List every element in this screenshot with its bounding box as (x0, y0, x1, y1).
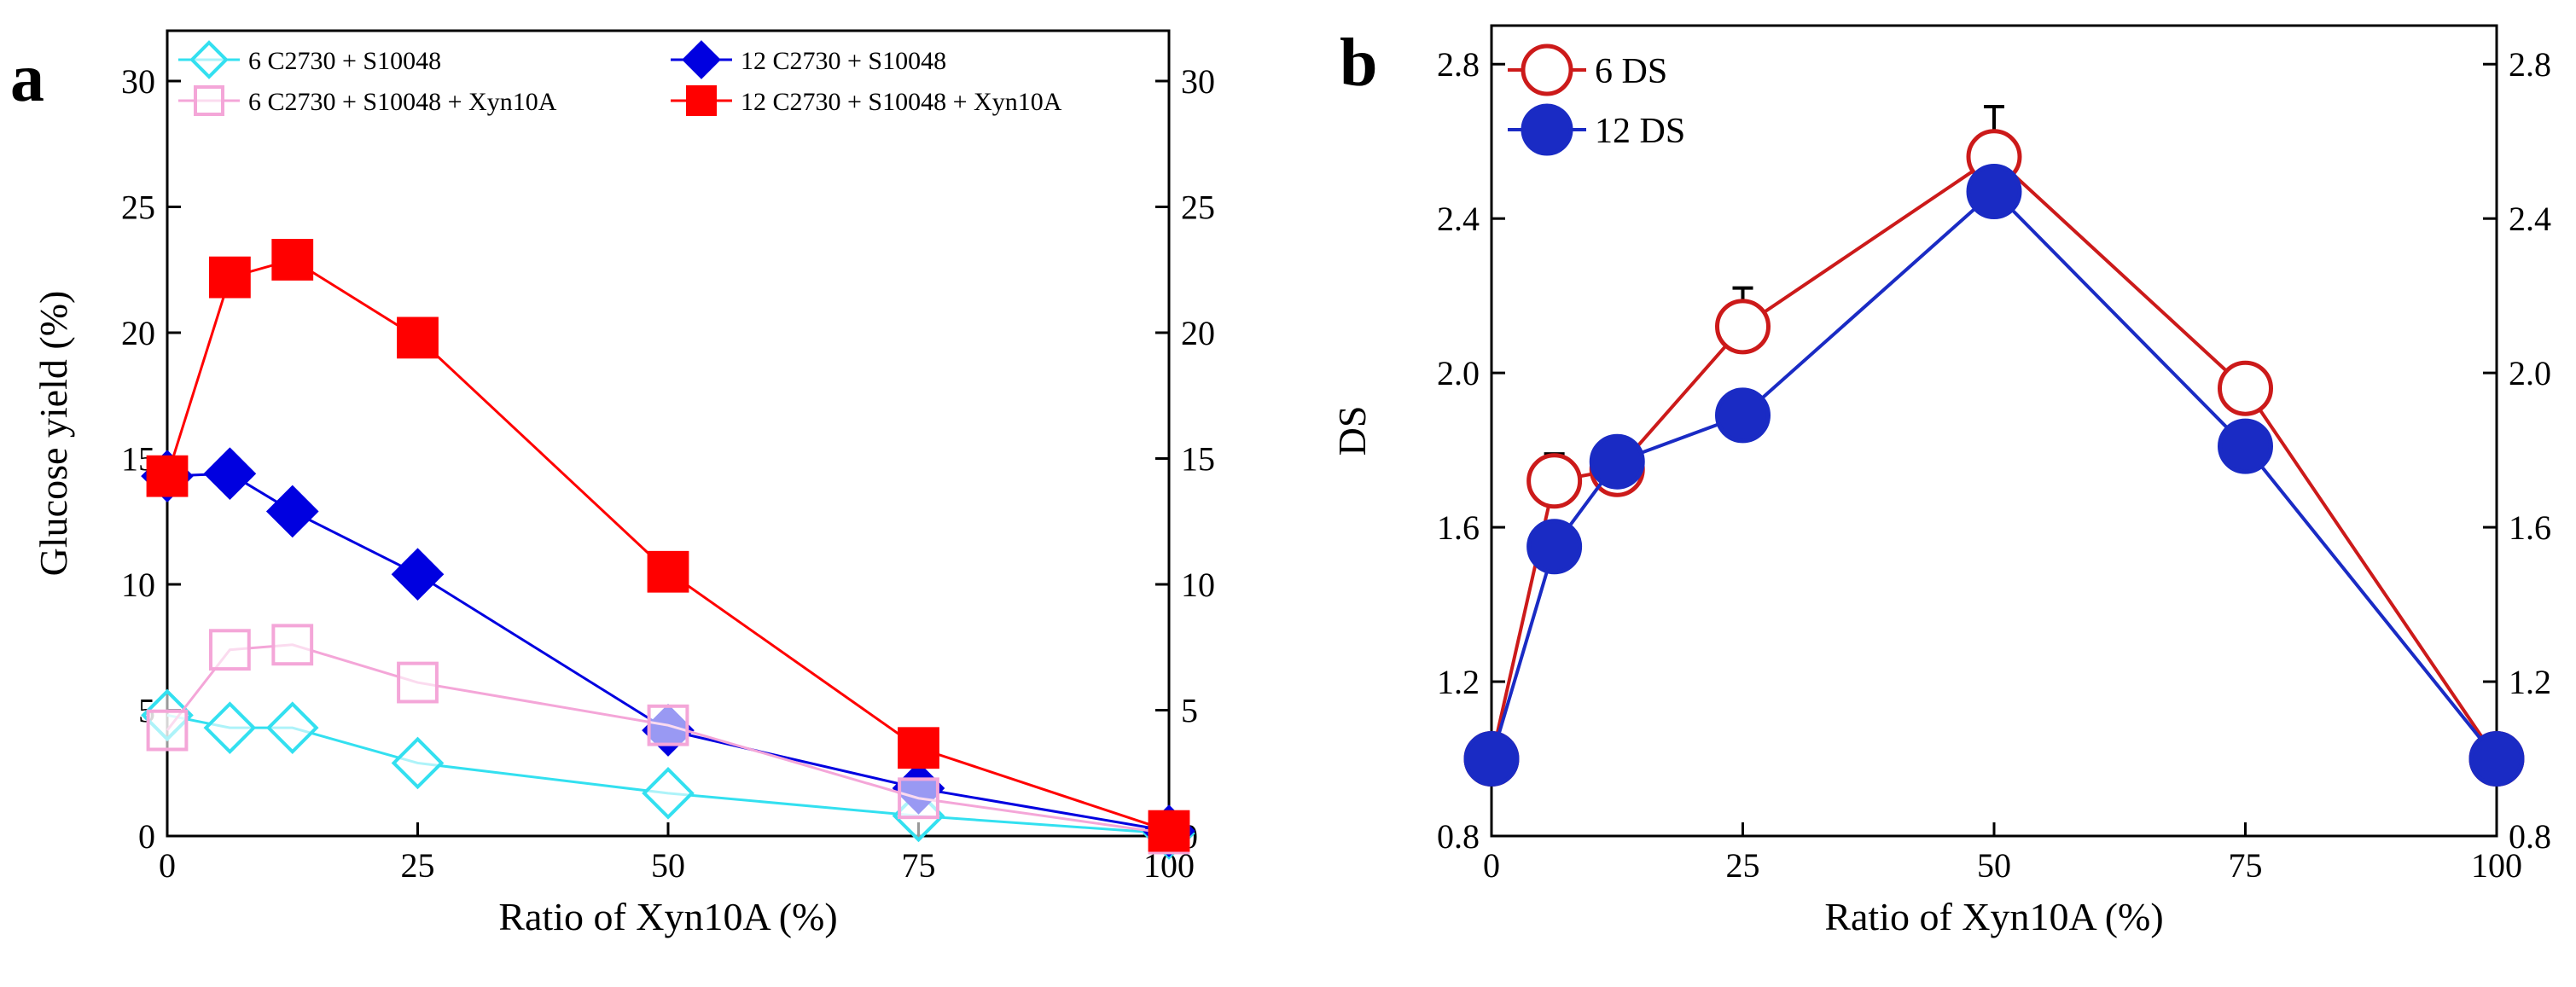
y-tick-label-right: 2.0 (2509, 354, 2551, 392)
y-tick-label-left: 0.8 (1437, 817, 1480, 856)
data-point (391, 736, 445, 790)
y-tick-label-left: 2.0 (1437, 354, 1480, 392)
y-tick-label-left: 0 (138, 817, 155, 856)
chart-panel-a: 0255075100005510101515202025253030Ratio … (10, 29, 1215, 938)
legend-label: 6 C2730 + S10048 (248, 47, 441, 75)
x-tick-label: 25 (1726, 846, 1760, 885)
x-tick-label: 25 (401, 846, 435, 885)
data-point (265, 485, 319, 538)
y-tick-label-left: 25 (121, 189, 155, 227)
legend-label: 12 C2730 + S10048 + Xyn10A (741, 88, 1062, 116)
legend: 6 DS 12 DS (1508, 44, 1685, 156)
y-tick-label-right: 25 (1181, 189, 1215, 227)
data-point (898, 777, 939, 820)
legend-marker (1521, 44, 1573, 96)
data-point (271, 624, 314, 666)
data-point (146, 455, 189, 497)
series-3 (146, 624, 1190, 855)
y-tick-label-right: 0.8 (2509, 817, 2551, 856)
y-tick-label-left: 20 (121, 314, 155, 352)
data-point (642, 767, 695, 820)
data-point (146, 709, 189, 752)
data-point (1589, 433, 1645, 490)
data-point (1148, 810, 1190, 852)
panel-letter: a (10, 41, 44, 116)
data-point (2468, 731, 2525, 787)
x-tick-label: 0 (159, 846, 176, 885)
y-tick-label-right: 1.6 (2509, 508, 2551, 547)
panel-letter: b (1340, 26, 1378, 101)
data-point (1715, 299, 1771, 355)
data-point (265, 701, 319, 754)
legend-label: 6 C2730 + S10048 + Xyn10A (248, 88, 557, 116)
series-4 (146, 239, 1190, 852)
y-tick-label-right: 2.4 (2509, 200, 2551, 238)
data-point (203, 447, 257, 501)
y-axis-label: Glucose yield (%) (32, 291, 75, 577)
x-tick-label: 75 (902, 846, 936, 885)
x-tick-label: 50 (651, 846, 685, 885)
legend: 6 C2730 + S10048 12 C2730 + S10048 6 C2730… (178, 40, 1062, 116)
legend-item: 6 C2730 + S10048 + Xyn10A (178, 85, 557, 116)
x-tick-label: 100 (2471, 846, 2522, 885)
data-point (397, 316, 439, 359)
legend-item: 12 DS (1508, 103, 1685, 156)
y-tick-label-right: 20 (1181, 314, 1215, 352)
legend-item: 12 C2730 + S10048 + Xyn10A (671, 85, 1062, 116)
data-point (647, 550, 689, 593)
x-tick-label: 0 (1483, 846, 1500, 885)
data-point (2218, 418, 2273, 474)
data-point (208, 629, 251, 671)
data-point (1526, 519, 1583, 575)
y-tick-label-left: 1.6 (1437, 508, 1480, 547)
y-tick-label-right: 5 (1181, 692, 1198, 730)
x-axis-label: Ratio of Xyn10A (%) (498, 895, 837, 938)
legend-item: 12 C2730 + S10048 (671, 40, 946, 79)
y-tick-label-right: 10 (1181, 566, 1215, 604)
y-axis-label: DS (1330, 406, 1374, 456)
legend-label: 6 DS (1595, 52, 1667, 91)
legend-marker (1521, 103, 1573, 156)
legend-item: 6 DS (1508, 44, 1667, 96)
legend-marker (682, 40, 721, 79)
y-tick-label-right: 1.2 (2509, 663, 2551, 701)
data-point (203, 701, 257, 754)
data-point (1715, 387, 1771, 444)
data-point (1463, 731, 1520, 787)
y-tick-label-left: 2.8 (1437, 45, 1480, 84)
data-point (647, 704, 689, 746)
y-tick-label-left: 1.2 (1437, 663, 1480, 701)
legend-marker (686, 85, 717, 116)
series-2 (1463, 164, 2525, 787)
legend-marker (194, 85, 224, 116)
data-point (898, 727, 939, 769)
legend-marker (189, 40, 229, 79)
data-point (391, 548, 445, 601)
x-axis-label: Ratio of Xyn10A (%) (1824, 895, 2163, 938)
legend-label: 12 DS (1595, 112, 1685, 151)
x-tick-label: 50 (1977, 846, 2011, 885)
data-point (1966, 164, 2022, 220)
legend-item: 6 C2730 + S10048 (178, 40, 441, 79)
y-tick-label-left: 10 (121, 566, 155, 604)
x-tick-label: 75 (2229, 846, 2263, 885)
y-tick-label-left: 2.4 (1437, 200, 1480, 238)
y-tick-label-right: 15 (1181, 440, 1215, 479)
data-point (397, 661, 439, 704)
y-tick-label-right: 2.8 (2509, 45, 2551, 84)
data-point (271, 239, 314, 281)
y-tick-label-left: 30 (121, 62, 155, 101)
data-point (208, 256, 251, 299)
data-point (1526, 453, 1583, 509)
data-point (2218, 360, 2273, 416)
legend-label: 12 C2730 + S10048 (741, 47, 946, 75)
y-tick-label-right: 30 (1181, 62, 1215, 101)
